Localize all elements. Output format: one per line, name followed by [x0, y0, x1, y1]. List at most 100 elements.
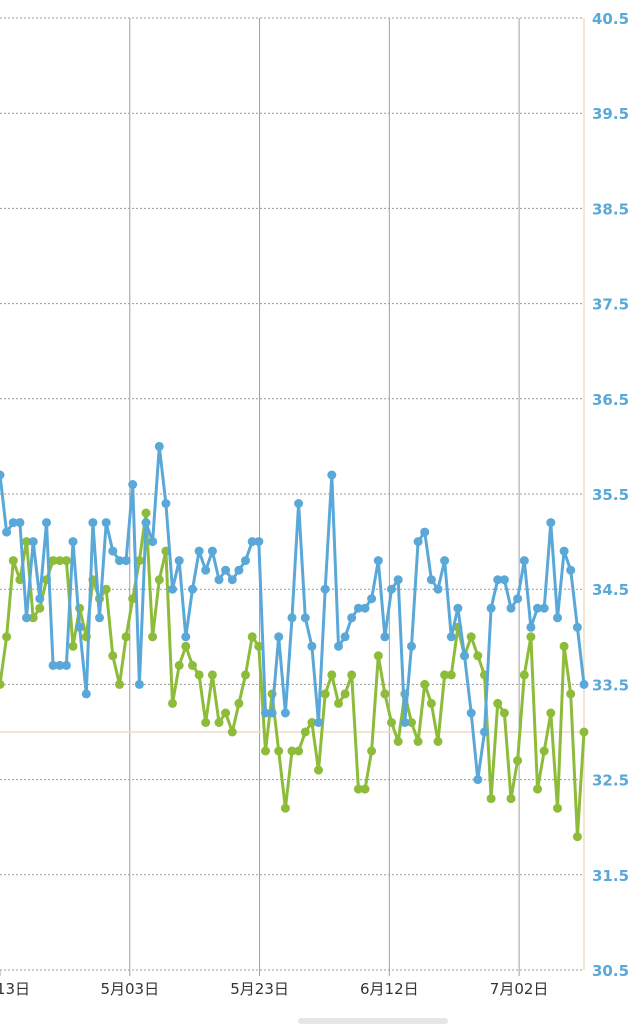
series-1-point — [340, 632, 350, 642]
series-1-point — [314, 718, 323, 727]
series-1-point — [188, 584, 197, 594]
series-1-point — [121, 556, 131, 566]
series-1-point — [553, 613, 562, 623]
series-1-point — [300, 613, 310, 623]
series-2-point — [300, 727, 310, 737]
series-2-point — [420, 679, 430, 689]
series-1-point — [572, 622, 582, 632]
series-1-point — [108, 546, 118, 556]
series-1-point — [420, 527, 430, 537]
series-2-point — [340, 689, 350, 699]
series-2-point — [280, 803, 290, 813]
series-1-point — [241, 556, 250, 566]
series-2-point — [108, 651, 118, 661]
series-2-point — [486, 794, 496, 804]
series-2-point — [539, 746, 549, 756]
series-1-point — [274, 632, 284, 642]
series-1-point — [22, 613, 31, 623]
series-1-point — [506, 603, 516, 613]
series-2-point — [546, 708, 556, 718]
y-tick-label: 34.5 — [592, 581, 629, 599]
series-2-point — [526, 632, 536, 642]
y-tick-label: 30.5 — [592, 962, 629, 980]
series-1-point — [360, 603, 370, 613]
series-2-point — [154, 575, 164, 585]
y-tick-label: 31.5 — [592, 867, 629, 885]
y-tick-label: 38.5 — [592, 200, 629, 218]
series-1-point — [101, 518, 111, 528]
series-1-point — [440, 556, 450, 566]
series-2-point — [274, 746, 284, 756]
vertical-gridlines — [0, 18, 520, 976]
series-1-point — [174, 556, 184, 566]
series-2-point — [148, 632, 158, 642]
series-2-point — [294, 746, 304, 756]
series-1-point — [227, 575, 237, 585]
series-2-point — [48, 556, 58, 566]
series-2-point — [28, 613, 38, 623]
series-1-point — [473, 775, 483, 785]
series-1-point — [347, 613, 357, 623]
series-2-point — [320, 689, 330, 699]
series-2-point — [115, 679, 124, 689]
series-1-point — [221, 565, 231, 575]
series-2-point — [440, 670, 450, 680]
series-1-point — [353, 603, 363, 613]
series-1-point — [148, 537, 158, 547]
series-1-point — [154, 441, 164, 451]
series-1-point — [400, 718, 410, 727]
series-1-point — [35, 594, 45, 604]
series-1-point — [61, 660, 71, 670]
series-1-point — [287, 613, 297, 623]
series-1-point — [526, 622, 536, 632]
series-2-point — [134, 556, 144, 566]
series-2-point — [413, 737, 423, 746]
series-1-point — [207, 546, 217, 556]
series-1-point — [320, 584, 330, 594]
series-1-point — [373, 556, 383, 566]
series-2-point — [373, 651, 383, 661]
series-1-point — [261, 708, 270, 718]
series-2-point — [61, 556, 71, 566]
series-2-point — [247, 632, 257, 642]
series-1-point — [194, 546, 204, 556]
series-1-point — [134, 679, 144, 689]
series-2-point — [327, 670, 337, 680]
series-1-point — [453, 603, 463, 613]
series-1-point — [579, 679, 589, 689]
series-1-point — [533, 603, 542, 613]
series-1-point — [513, 594, 523, 604]
series-2-point — [314, 765, 323, 775]
series-1-point — [128, 480, 138, 489]
series-2-point — [261, 746, 270, 756]
series-1-point — [214, 575, 224, 585]
series-2-point — [513, 756, 523, 766]
series-2-point — [234, 698, 244, 708]
series-1-point — [466, 708, 476, 718]
series-1-point — [161, 499, 171, 508]
series-1-point — [201, 565, 211, 575]
series-1-point — [480, 727, 489, 737]
series-2-point — [35, 603, 45, 613]
series-2-point — [407, 718, 416, 727]
series-2-point — [553, 803, 562, 813]
series-2-point — [141, 508, 151, 518]
series-1-point — [387, 584, 396, 594]
series-2-point — [334, 698, 343, 708]
series-2-point — [2, 632, 12, 642]
series-1-point — [267, 708, 277, 718]
x-tick-label: 6月12日 — [360, 980, 419, 998]
series-1-point — [75, 622, 85, 632]
y-tick-label: 35.5 — [592, 486, 629, 504]
series-1-point — [42, 518, 51, 528]
series-2-point — [307, 718, 317, 727]
series-2-point — [533, 784, 542, 794]
series-1-point — [486, 603, 496, 613]
series-1-point — [294, 499, 304, 508]
series-2-point — [227, 727, 237, 737]
series-2-point — [353, 784, 363, 794]
series-2-point — [559, 641, 569, 651]
series-1-point — [0, 470, 5, 480]
series-1-point — [380, 632, 390, 642]
series-1-point — [446, 632, 456, 642]
